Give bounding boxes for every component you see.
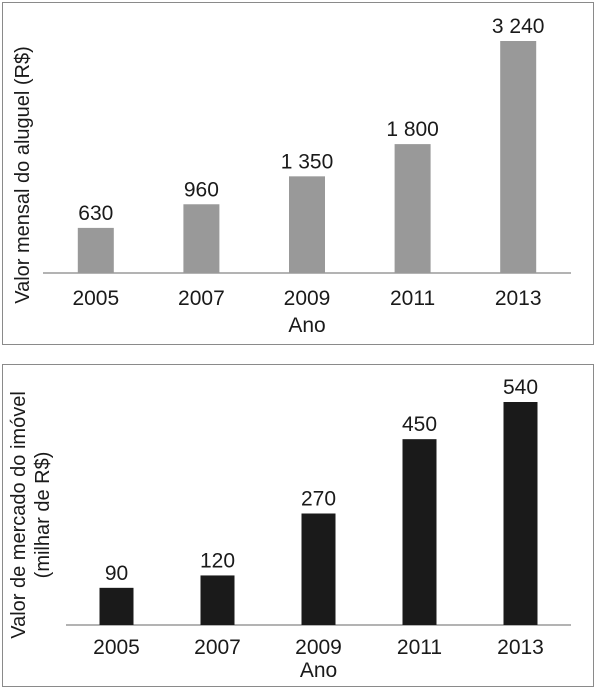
x-tick-2007: 2007: [194, 636, 241, 659]
x-tick-2005: 2005: [72, 287, 119, 310]
x-tick-2013: 2013: [497, 636, 544, 659]
x-axis-title: Ano: [300, 659, 337, 682]
bar-2005: [99, 587, 134, 625]
data-label-2007: 960: [184, 178, 219, 201]
rent-chart-panel: 630 2005 960 2007 1 350 2009 1 800 2011 3 240 201…: [2, 2, 594, 345]
bar-2011: [394, 144, 431, 273]
x-tick-2009: 2009: [295, 636, 342, 659]
y-axis-title-line2: (milhar de R$): [32, 452, 54, 579]
bar-2005: [77, 227, 114, 273]
bar-2007: [200, 575, 235, 625]
x-tick-2011: 2011: [390, 287, 435, 310]
x-tick-2007: 2007: [178, 287, 225, 310]
data-label-2005: 90: [105, 562, 128, 585]
x-tick-2013: 2013: [495, 287, 542, 310]
x-tick-2009: 2009: [284, 287, 331, 310]
property-value-bar-chart: 90 2005 120 2007 270 2009 450 2011 540 2013 Ano Val…: [8, 376, 571, 682]
bar-2007: [183, 204, 220, 273]
bar-2011: [402, 439, 437, 625]
data-label-2011: 1 800: [386, 118, 439, 141]
data-label-2013: 3 240: [492, 15, 545, 38]
y-axis-title: Valor de mercado do imóvel: [8, 391, 30, 639]
bar-2009: [289, 176, 325, 273]
bar-2013: [503, 402, 538, 625]
data-label-2009: 1 350: [281, 150, 334, 173]
data-label-2007: 120: [200, 549, 235, 572]
x-tick-2005: 2005: [93, 636, 140, 659]
x-tick-2011: 2011: [397, 636, 442, 659]
y-axis-title: Valor mensal do aluguel (R$): [12, 46, 34, 304]
property-value-chart-panel: 90 2005 120 2007 270 2009 450 2011 540 2013 Ano Val…: [2, 364, 594, 687]
rent-bar-chart: 630 2005 960 2007 1 350 2009 1 800 2011 3 240 201…: [12, 15, 571, 337]
bar-2013: [500, 41, 537, 273]
data-label-2013: 540: [503, 376, 538, 399]
data-label-2011: 450: [402, 413, 437, 436]
data-label-2005: 630: [78, 202, 113, 225]
x-axis-title: Ano: [288, 314, 325, 337]
data-label-2009: 270: [301, 488, 336, 511]
bar-2009: [301, 513, 336, 625]
